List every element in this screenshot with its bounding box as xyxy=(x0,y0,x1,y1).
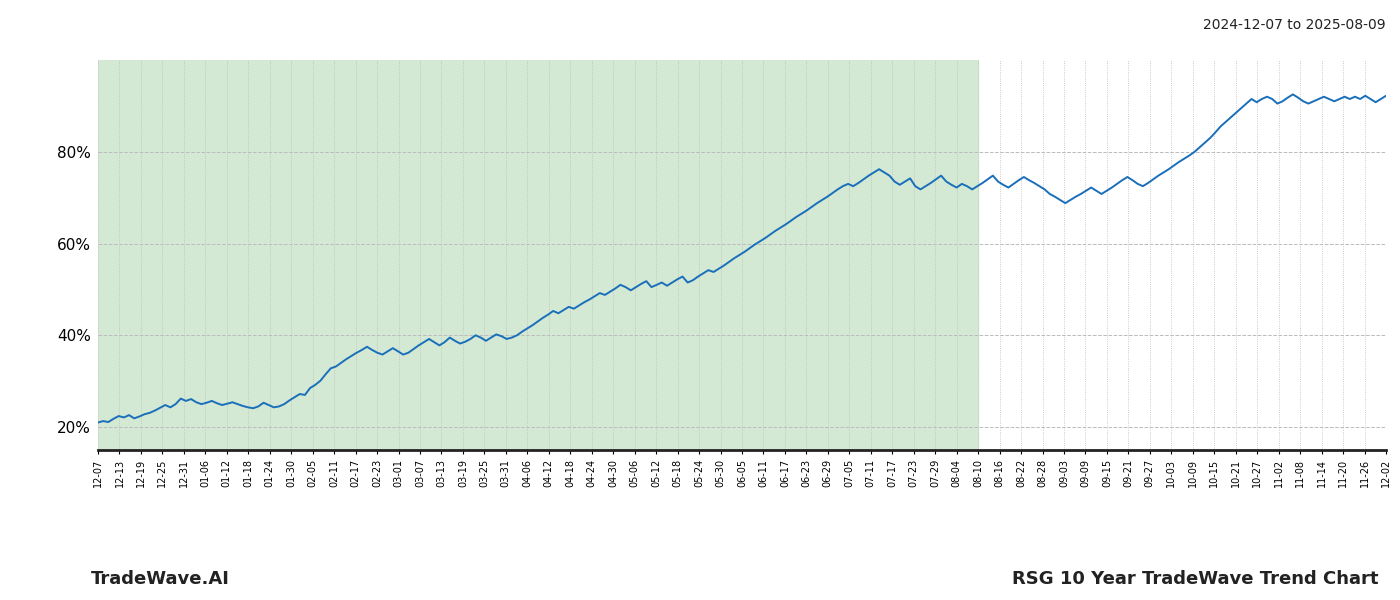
Text: TradeWave.AI: TradeWave.AI xyxy=(91,570,230,588)
Text: 2024-12-07 to 2025-08-09: 2024-12-07 to 2025-08-09 xyxy=(1204,18,1386,32)
Bar xyxy=(98,60,979,450)
Text: RSG 10 Year TradeWave Trend Chart: RSG 10 Year TradeWave Trend Chart xyxy=(1012,570,1379,588)
